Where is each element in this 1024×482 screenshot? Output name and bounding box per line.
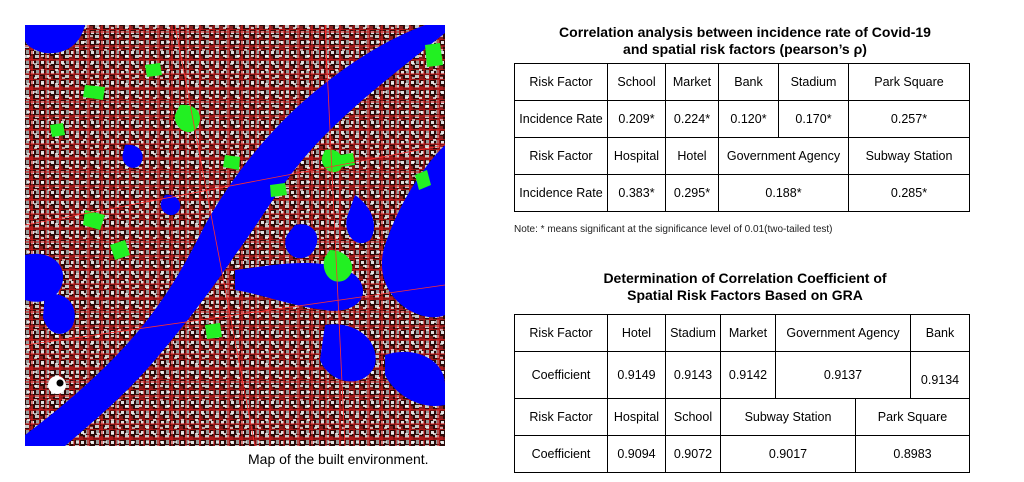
table-row: Coefficient 0.9094 0.9072 0.9017 0.8983 [514, 435, 971, 473]
table-cell: 0.9137 [774, 351, 912, 399]
table-cell: 0.209* [607, 100, 666, 138]
map-caption: Map of the built environment. [248, 451, 429, 467]
table-cell: Hotel [607, 314, 666, 352]
table-cell: 0.9142 [720, 351, 776, 399]
table-cell: Hospital [607, 398, 666, 436]
table-cell: Government Agency [774, 314, 912, 352]
table-cell: 0.224* [665, 100, 719, 138]
table-row: Incidence Rate 0.209* 0.224* 0.120* 0.17… [514, 100, 970, 138]
table-cell: Bank [718, 63, 779, 101]
table-cell: Risk Factor [514, 398, 608, 436]
table-cell: Stadium [778, 63, 849, 101]
table-cell: 0.285* [848, 174, 970, 212]
table-cell: School [607, 63, 666, 101]
table-cell: Risk Factor [514, 314, 608, 352]
built-environment-map [25, 25, 445, 446]
table2-title-line1: Determination of Correlation Coefficient… [603, 270, 887, 286]
table-cell: School [665, 398, 721, 436]
table-cell: 0.188* [718, 174, 849, 212]
table-cell: 0.170* [778, 100, 849, 138]
table-cell: 0.9143 [665, 351, 721, 399]
table-cell: Risk Factor [514, 63, 608, 101]
table-cell: Subway Station [848, 137, 970, 175]
table-cell: 0.295* [665, 174, 719, 212]
table-cell: Park Square [854, 398, 971, 436]
table-cell: Hotel [665, 137, 719, 175]
table1-note: Note: * means significant at the signifi… [514, 224, 833, 235]
table-row: Risk Factor Hotel Stadium Market Governm… [514, 314, 971, 352]
table-cell: Bank [910, 314, 971, 352]
table-row: Risk Factor Hospital School Subway Stati… [514, 398, 971, 436]
table1-title: Correlation analysis between incidence r… [520, 24, 970, 58]
table-cell: 0.8983 [854, 435, 971, 473]
table-row: Coefficient 0.9149 0.9143 0.9142 0.9137 … [514, 351, 971, 399]
table-cell: 0.9072 [665, 435, 721, 473]
gra-coefficient-table: Risk Factor Hotel Stadium Market Governm… [514, 314, 971, 473]
pearson-correlation-table: Risk Factor School Market Bank Stadium P… [514, 63, 970, 212]
table1-title-line2: and spatial risk factors (pearson’s ρ) [623, 41, 867, 57]
table-row: Risk Factor School Market Bank Stadium P… [514, 63, 970, 101]
table-cell: 0.257* [848, 100, 970, 138]
table-cell: Park Square [848, 63, 970, 101]
table-cell: 0.9094 [607, 435, 666, 473]
table-cell: Government Agency [718, 137, 849, 175]
table-cell: Subway Station [720, 398, 856, 436]
table-cell: Market [720, 314, 776, 352]
table-cell: Coefficient [514, 351, 608, 399]
table-cell: Stadium [665, 314, 721, 352]
table-cell: Incidence Rate [514, 174, 608, 212]
table-cell: 0.383* [607, 174, 666, 212]
table-cell: Incidence Rate [514, 100, 608, 138]
table-cell: 0.9017 [720, 435, 856, 473]
table-cell: 0.9134 [910, 351, 971, 399]
table-cell: 0.120* [718, 100, 779, 138]
table2-title-line2: Spatial Risk Factors Based on GRA [627, 287, 863, 303]
table2-title: Determination of Correlation Coefficient… [520, 270, 970, 304]
table-cell: Market [665, 63, 719, 101]
table-row: Incidence Rate 0.383* 0.295* 0.188* 0.28… [514, 174, 970, 212]
table-row: Risk Factor Hospital Hotel Government Ag… [514, 137, 970, 175]
table1-title-line1: Correlation analysis between incidence r… [559, 24, 931, 40]
table-cell: Risk Factor [514, 137, 608, 175]
table-cell: Coefficient [514, 435, 608, 473]
table-cell: Hospital [607, 137, 666, 175]
table-cell: 0.9149 [607, 351, 666, 399]
